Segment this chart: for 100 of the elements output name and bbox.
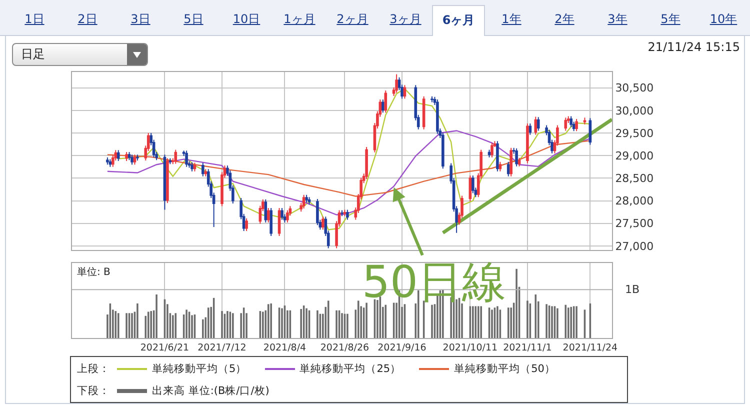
category-label: 3ヶ月 <box>379 5 432 35</box>
category-label: 3日 <box>114 5 167 35</box>
candlestick <box>346 209 349 220</box>
category-label: 2日 <box>61 5 114 35</box>
legend-label: 単純移動平均（50） <box>454 362 556 376</box>
candlestick <box>488 149 491 158</box>
legend-title: 下段： <box>77 384 111 398</box>
candlestick <box>204 168 208 177</box>
category-label: 10日 <box>220 5 273 35</box>
candlestick <box>583 117 586 125</box>
candlestick <box>490 142 494 158</box>
candlestick <box>190 162 194 172</box>
candlestick <box>422 96 426 130</box>
candlestick <box>245 218 248 232</box>
candlestick <box>436 99 439 134</box>
candlestick <box>588 118 592 146</box>
candlestick <box>496 140 499 172</box>
ref-line-label: 1B <box>625 283 640 296</box>
candlestick <box>518 157 521 167</box>
candlestick <box>130 154 134 166</box>
text: 日足 <box>21 47 45 61</box>
y-tick-label: 28,500 <box>615 172 654 186</box>
candlestick <box>193 162 196 172</box>
candlestick <box>506 161 510 177</box>
candlestick <box>125 151 128 162</box>
y-axis-title: 単位: B <box>77 266 111 278</box>
y-tick-label: 29,000 <box>615 149 654 162</box>
x-tick-label: 2021/8/4 <box>263 342 306 354</box>
candlestick <box>108 158 112 168</box>
x-tick-label: 2021/11/24 <box>562 342 618 354</box>
candlestick <box>278 207 281 236</box>
candlestick <box>536 116 540 132</box>
candlestick <box>286 210 289 223</box>
category-label: 5年 <box>644 5 697 35</box>
x-tick-label: 2021/9/16 <box>378 342 426 354</box>
line-series <box>106 140 591 197</box>
candlestick <box>343 209 346 217</box>
category-label: 10年 <box>697 5 750 35</box>
candlestick <box>116 150 120 162</box>
candlestick <box>166 158 169 204</box>
candlestick <box>472 174 474 194</box>
candlestick <box>382 99 384 114</box>
candlestick <box>316 198 319 226</box>
candlestick <box>468 174 472 202</box>
candlestick <box>515 148 518 167</box>
x-tick-label: 2021/11/1 <box>503 342 552 354</box>
candlestick <box>185 150 188 168</box>
candlestick <box>266 207 270 223</box>
candlestick <box>133 154 136 166</box>
candlestick <box>403 84 406 100</box>
category-label: 2ヶ月 <box>326 5 379 35</box>
category-label: 2年 <box>538 5 591 35</box>
y-tick-label: 30,500 <box>615 82 654 95</box>
legend-title: 上段： <box>77 362 111 376</box>
x-tick-label: 2021/10/11 <box>442 342 498 354</box>
candlestick <box>528 123 532 136</box>
legend-label: 単純移動平均（25） <box>300 362 402 376</box>
category-label: 5日 <box>167 5 220 35</box>
x-tick-label: 2021/8/26 <box>320 342 370 354</box>
candlestick <box>570 116 572 128</box>
candlestick <box>322 216 324 230</box>
candlestick <box>395 74 398 94</box>
candlestick <box>136 154 139 162</box>
legend-label: 出来高 単位:(B株/口/枚) <box>152 384 270 398</box>
category-label: 1年 <box>485 5 538 35</box>
candlestick <box>302 194 306 209</box>
candlestick <box>534 116 538 136</box>
candlestick <box>575 118 578 132</box>
y-tick-label: 27,000 <box>615 240 654 253</box>
candlestick <box>510 147 512 177</box>
y-tick-label: 30,000 <box>615 104 654 118</box>
candlestick <box>202 162 204 177</box>
candlestick <box>308 196 311 205</box>
candlestick <box>498 161 502 172</box>
line-series <box>118 88 591 230</box>
text: 21/11/24 15:15 <box>648 40 740 54</box>
candlestick <box>270 207 272 236</box>
candlestick <box>174 149 178 164</box>
candlestick <box>430 96 434 103</box>
candlestick <box>280 207 284 220</box>
candlestick <box>264 198 268 223</box>
candlestick <box>305 194 308 204</box>
legend-label: 単純移動平均（5） <box>152 362 247 376</box>
candlestick <box>526 123 529 164</box>
category-label: 1日 <box>8 5 61 35</box>
line-series <box>106 130 591 216</box>
y-tick-label: 29,500 <box>615 126 654 140</box>
y-tick-label: 27,500 <box>615 217 654 230</box>
candlestick <box>340 210 344 217</box>
y-tick-label: 28,000 <box>615 194 654 208</box>
candlestick <box>106 156 109 166</box>
candlestick <box>168 158 172 165</box>
annotation: 50日線 <box>362 257 506 308</box>
candlestick <box>163 154 166 210</box>
category-label: 6ヶ月 <box>432 5 485 36</box>
x-tick-label: 2021/7/12 <box>198 342 246 354</box>
candlestick <box>128 151 131 161</box>
category-label: 1ヶ月 <box>273 5 326 35</box>
candlestick <box>564 117 568 132</box>
candlestick <box>365 146 368 180</box>
